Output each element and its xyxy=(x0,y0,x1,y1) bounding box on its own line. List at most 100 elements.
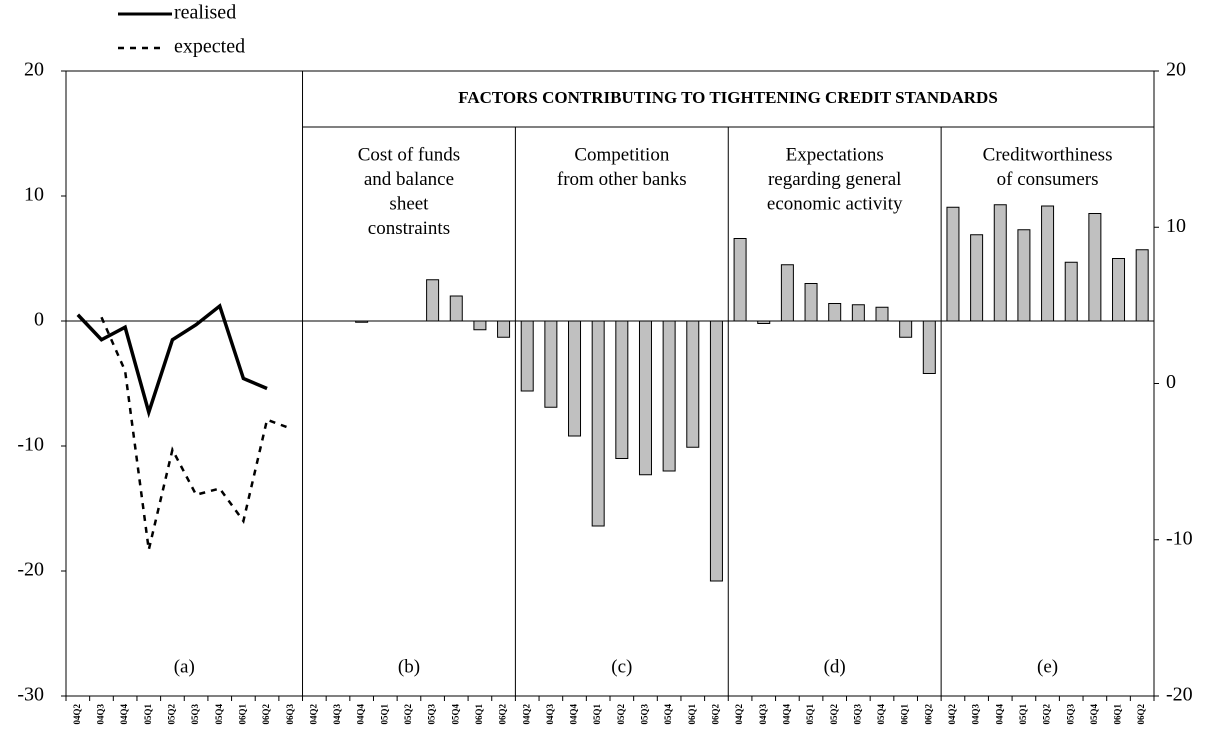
panel-title: of consumers xyxy=(997,169,1099,190)
x-tick-label: 05Q3 xyxy=(427,704,437,725)
y-tick-label: -10 xyxy=(17,434,44,456)
legend-label: expected xyxy=(174,36,245,58)
panel-label: (b) xyxy=(398,656,420,677)
annotation: FACTORS CONTRIBUTING TO TIGHTENING CREDI… xyxy=(458,88,998,107)
bar xyxy=(1017,229,1031,322)
bar xyxy=(591,320,605,527)
x-tick-label: 04Q4 xyxy=(781,704,791,725)
bar xyxy=(355,320,369,323)
y-tick-label: 20 xyxy=(24,59,44,81)
x-tick-label: 05Q2 xyxy=(1042,704,1052,725)
x-tick-label: 05Q2 xyxy=(616,704,626,725)
legend-label: realised xyxy=(174,2,236,24)
y-tick-label: -30 xyxy=(17,684,44,706)
bar xyxy=(520,320,534,392)
y2-tick-label: 0 xyxy=(1166,371,1176,393)
bar xyxy=(544,320,558,408)
bar xyxy=(615,320,629,459)
panel-title: Competition xyxy=(574,144,670,165)
x-tick-label: 06Q2 xyxy=(1136,704,1146,725)
x-tick-label: 04Q2 xyxy=(308,704,318,725)
y-tick-label: -20 xyxy=(17,559,44,581)
x-tick-label: 05Q2 xyxy=(166,704,176,725)
x-tick-label: 04Q2 xyxy=(521,704,531,725)
x-tick-label: 04Q3 xyxy=(971,704,981,725)
bar xyxy=(709,320,723,582)
y2-tick-label: 20 xyxy=(1166,59,1186,81)
x-tick-label: 05Q1 xyxy=(143,704,153,725)
y2-tick-label: -20 xyxy=(1166,684,1193,706)
bar xyxy=(804,283,818,322)
y2-tick-label: -10 xyxy=(1166,527,1193,549)
x-tick-label: 06Q2 xyxy=(261,704,271,725)
panel-label: (c) xyxy=(611,656,632,677)
x-tick-label: 06Q2 xyxy=(498,704,508,725)
panel-title: sheet xyxy=(389,193,429,214)
bar xyxy=(662,320,676,472)
x-tick-label: 04Q2 xyxy=(72,704,82,725)
panel-title: constraints xyxy=(368,218,450,239)
x-tick-label: 05Q3 xyxy=(640,704,650,725)
bar xyxy=(922,320,936,374)
x-tick-label: 06Q1 xyxy=(900,704,910,725)
y-tick-label: 0 xyxy=(34,309,44,331)
bar xyxy=(1041,205,1055,322)
x-tick-label: 04Q4 xyxy=(119,704,129,725)
bar xyxy=(993,204,1007,322)
bar xyxy=(426,279,440,322)
x-tick-label: 05Q4 xyxy=(663,704,673,725)
x-tick-label: 06Q2 xyxy=(710,704,720,725)
x-tick-label: 06Q1 xyxy=(687,704,697,725)
x-tick-label: 05Q4 xyxy=(1089,704,1099,725)
bar xyxy=(473,320,487,331)
panel-title: from other banks xyxy=(557,169,687,190)
x-tick-label: 05Q4 xyxy=(450,704,460,725)
x-tick-label: 04Q2 xyxy=(947,704,957,725)
x-tick-label: 06Q1 xyxy=(237,704,247,725)
x-tick-label: 04Q2 xyxy=(734,704,744,725)
series-line xyxy=(100,316,292,551)
panel-title: and balance xyxy=(364,169,454,190)
x-tick-label: 05Q2 xyxy=(403,704,413,725)
bar xyxy=(780,264,794,322)
bar xyxy=(1064,261,1078,322)
y-tick-label: 10 xyxy=(24,184,44,206)
bar xyxy=(568,320,582,437)
x-tick-label: 06Q1 xyxy=(474,704,484,725)
bar xyxy=(1088,213,1102,322)
panel-title: regarding general xyxy=(768,169,901,190)
x-tick-label: 04Q4 xyxy=(994,704,1004,725)
bar xyxy=(875,306,889,322)
x-tick-label: 05Q3 xyxy=(852,704,862,725)
x-tick-label: 06Q3 xyxy=(285,704,295,725)
x-tick-label: 04Q3 xyxy=(96,704,106,725)
x-tick-label: 05Q1 xyxy=(1018,704,1028,725)
bar xyxy=(757,320,771,324)
x-tick-label: 04Q4 xyxy=(569,704,579,725)
bar xyxy=(449,295,463,322)
x-tick-label: 05Q4 xyxy=(214,704,224,725)
x-tick-label: 06Q1 xyxy=(1113,704,1123,725)
x-tick-label: 05Q3 xyxy=(190,704,200,725)
x-tick-label: 05Q2 xyxy=(829,704,839,725)
panel-title: Creditworthiness xyxy=(983,144,1113,165)
bar xyxy=(899,320,913,338)
panel-label: (e) xyxy=(1037,656,1058,677)
panel-label: (a) xyxy=(174,656,195,677)
panel-label: (d) xyxy=(824,656,846,677)
bar xyxy=(828,303,842,322)
x-tick-label: 04Q4 xyxy=(356,704,366,725)
bar xyxy=(686,320,700,448)
x-tick-label: 04Q3 xyxy=(758,704,768,725)
bar xyxy=(1112,258,1126,322)
x-tick-label: 05Q3 xyxy=(1065,704,1075,725)
bar xyxy=(733,238,747,322)
panel-title: Cost of funds xyxy=(358,144,460,165)
x-tick-label: 05Q1 xyxy=(592,704,602,725)
bar xyxy=(497,320,511,338)
x-tick-label: 05Q4 xyxy=(876,704,886,725)
series-line xyxy=(76,303,268,419)
x-tick-label: 04Q3 xyxy=(332,704,342,725)
panel-title: economic activity xyxy=(767,193,903,214)
